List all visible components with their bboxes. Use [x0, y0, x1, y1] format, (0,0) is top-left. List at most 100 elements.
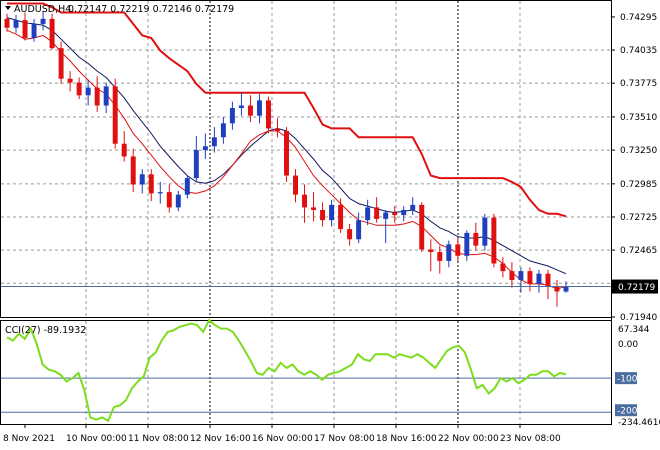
- candle[interactable]: [428, 239, 434, 272]
- candle[interactable]: [554, 280, 560, 307]
- candle-body: [410, 204, 416, 210]
- candle[interactable]: [94, 76, 100, 112]
- candle-body: [527, 271, 533, 284]
- candle[interactable]: [211, 127, 217, 153]
- candle[interactable]: [419, 202, 425, 253]
- candle[interactable]: [184, 175, 190, 199]
- cci-line-layer: [1, 318, 611, 423]
- candle[interactable]: [265, 96, 271, 134]
- candle[interactable]: [293, 169, 298, 203]
- candle-body: [347, 229, 353, 240]
- candle[interactable]: [76, 77, 82, 100]
- candle[interactable]: [374, 197, 380, 223]
- candle[interactable]: [302, 184, 308, 223]
- candle[interactable]: [58, 41, 64, 84]
- candle[interactable]: [121, 130, 127, 162]
- candle[interactable]: [130, 148, 136, 193]
- candle[interactable]: [49, 13, 55, 50]
- ohlc-label: 0.72147 0.72219 0.72146 0.72179: [68, 4, 234, 15]
- candle[interactable]: [275, 118, 280, 138]
- candle-body: [356, 220, 362, 240]
- x-tick-label: 16 Nov 00:00: [252, 434, 313, 444]
- cci-axis: 67.344 0.00 -100 -200-234.4616: [615, 325, 660, 428]
- candle-body: [229, 108, 235, 124]
- y-tick-label: 0.72985: [620, 180, 657, 190]
- candle[interactable]: [22, 12, 28, 41]
- candle[interactable]: [4, 13, 10, 32]
- candle-body: [446, 244, 452, 261]
- candle[interactable]: [13, 15, 19, 33]
- candle[interactable]: [410, 197, 416, 216]
- candle[interactable]: [229, 101, 235, 130]
- dropdown-triangle-icon[interactable]: [5, 6, 11, 10]
- candle[interactable]: [139, 169, 145, 194]
- candle[interactable]: [356, 212, 362, 244]
- candle[interactable]: [500, 257, 506, 278]
- candles-layer[interactable]: [4, 11, 569, 307]
- y-tick-label: 0.74035: [620, 46, 657, 56]
- candle[interactable]: [284, 127, 289, 182]
- candle-body: [265, 100, 271, 129]
- candle[interactable]: [148, 169, 154, 202]
- candle[interactable]: [401, 206, 407, 222]
- candle-body: [193, 150, 199, 179]
- y-tick-label: 0.74295: [620, 13, 657, 23]
- candle[interactable]: [238, 92, 244, 116]
- x-tick-label: 23 Nov 08:00: [500, 434, 561, 444]
- candle-body: [238, 105, 244, 109]
- candle[interactable]: [202, 133, 208, 159]
- candle[interactable]: [509, 262, 515, 288]
- candle-body: [4, 18, 10, 28]
- candle-body: [40, 18, 46, 24]
- candle[interactable]: [347, 223, 353, 246]
- candle[interactable]: [455, 238, 461, 261]
- candle[interactable]: [365, 199, 371, 226]
- candle[interactable]: [193, 136, 199, 182]
- candle-body: [13, 20, 19, 28]
- time-axis: 8 Nov 2021 10 Nov 00:00 11 Nov 08:00 12 Nov…: [3, 424, 561, 444]
- candle-body: [491, 217, 497, 264]
- candle[interactable]: [392, 206, 398, 223]
- x-tick-label: 18 Nov 16:00: [376, 434, 437, 444]
- candle[interactable]: [437, 245, 443, 274]
- candle[interactable]: [103, 82, 109, 114]
- candle[interactable]: [545, 269, 551, 300]
- candle[interactable]: [536, 269, 542, 293]
- candle[interactable]: [40, 11, 46, 31]
- candle-body: [284, 130, 289, 176]
- candle[interactable]: [256, 94, 262, 124]
- candle[interactable]: [85, 80, 91, 106]
- candle[interactable]: [464, 230, 470, 261]
- candle-body: [473, 232, 479, 246]
- cci-minus100-label: -100: [617, 375, 638, 385]
- candle[interactable]: [166, 184, 172, 213]
- candle[interactable]: [563, 281, 569, 293]
- candle[interactable]: [491, 213, 497, 268]
- candle[interactable]: [446, 240, 452, 268]
- candle[interactable]: [383, 209, 389, 244]
- candle-body: [536, 273, 542, 284]
- candle[interactable]: [220, 116, 226, 144]
- candle-body: [85, 87, 91, 96]
- candle[interactable]: [473, 222, 479, 251]
- candle-body: [401, 209, 407, 216]
- candle[interactable]: [67, 71, 73, 92]
- x-tick-label: 10 Nov 00:00: [66, 434, 127, 444]
- candle[interactable]: [527, 267, 533, 292]
- candle-body: [365, 207, 371, 221]
- candle-body: [67, 78, 73, 83]
- candle[interactable]: [311, 192, 317, 222]
- candle[interactable]: [112, 78, 118, 149]
- candle[interactable]: [338, 198, 344, 233]
- candle[interactable]: [518, 267, 524, 293]
- candle[interactable]: [329, 199, 335, 227]
- candle[interactable]: [31, 18, 37, 42]
- candle[interactable]: [157, 181, 163, 204]
- candle-body: [338, 204, 344, 230]
- candle[interactable]: [247, 95, 253, 123]
- candle[interactable]: [482, 213, 488, 251]
- candle[interactable]: [320, 202, 326, 227]
- cci-minus200-label-box: [615, 404, 637, 417]
- candle[interactable]: [175, 190, 181, 212]
